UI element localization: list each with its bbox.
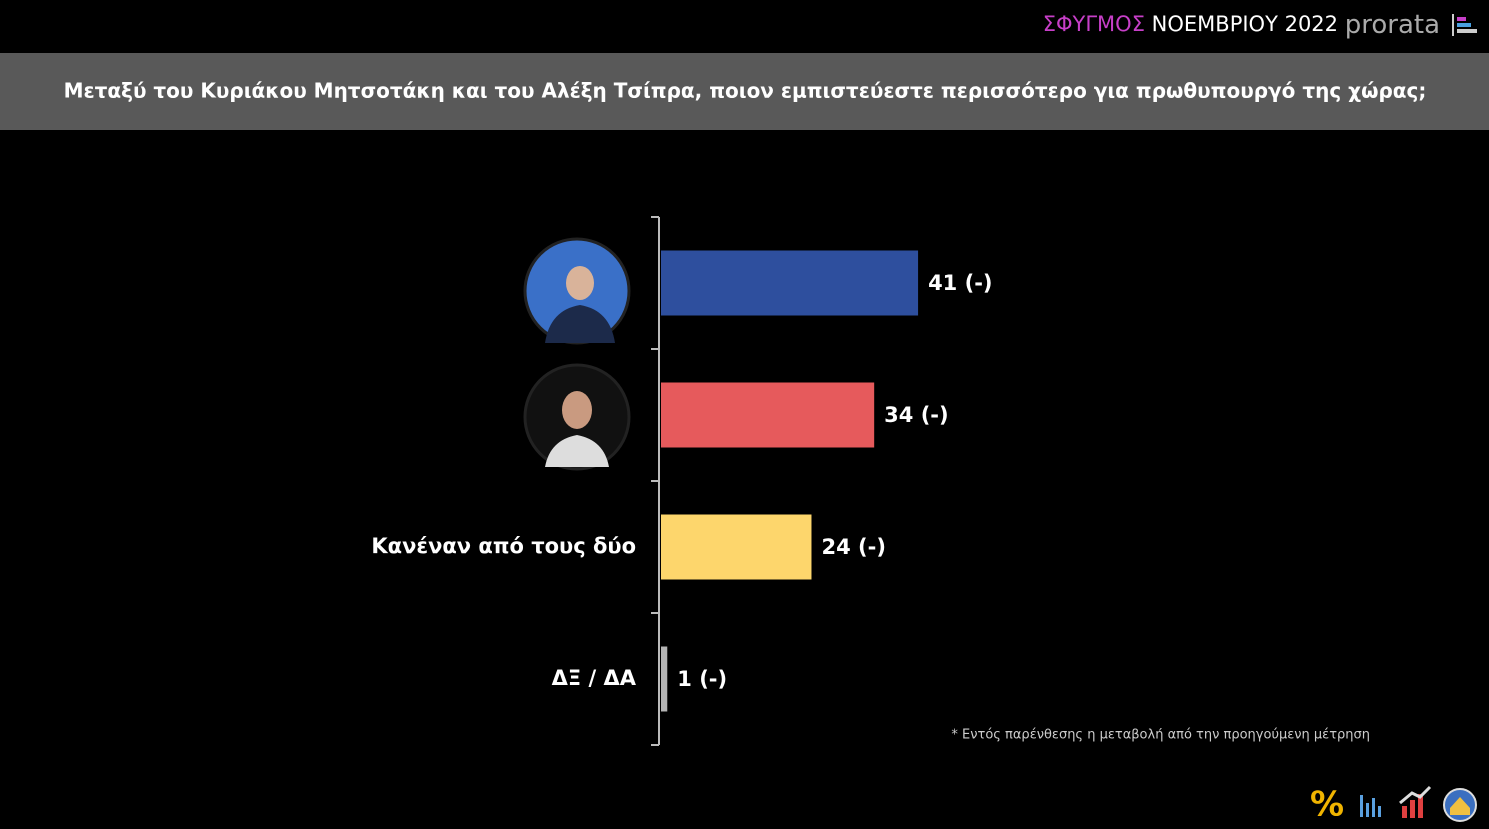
bar (661, 514, 812, 580)
bar (661, 646, 668, 712)
brand: ΣΦΥΓΜΟΣ (1043, 12, 1145, 36)
toolbar-icons: % (1310, 785, 1477, 825)
bar (661, 382, 875, 448)
category-label: Κανέναν από τους δύο (371, 534, 636, 558)
chart-title: Μεταξύ του Κυριάκου Μητσοτάκη και του Αλ… (64, 79, 1427, 103)
edition: ΝΟΕΜΒΡΙΟΥ 2022 (1152, 12, 1338, 36)
category-label: ΔΞ / ΔΑ (552, 666, 637, 690)
bar (661, 250, 919, 316)
photo (523, 363, 631, 471)
value-label: 1 (-) (677, 667, 727, 691)
value-label: 34 (-) (884, 403, 948, 427)
photo (523, 237, 631, 345)
header: ΣΦΥΓΜΟΣ ΝΟΕΜΒΡΙΟΥ 2022 prorata (1043, 10, 1440, 40)
logo-mark (1452, 14, 1477, 36)
footnote: * Εντός παρένθεσης η μεταβολή από την πρ… (951, 728, 1370, 743)
value-label: 41 (-) (928, 271, 992, 295)
title-band (0, 53, 1489, 130)
svg-text:%: % (1310, 785, 1344, 825)
value-label: 24 (-) (821, 535, 885, 559)
publisher: prorata (1345, 10, 1440, 40)
